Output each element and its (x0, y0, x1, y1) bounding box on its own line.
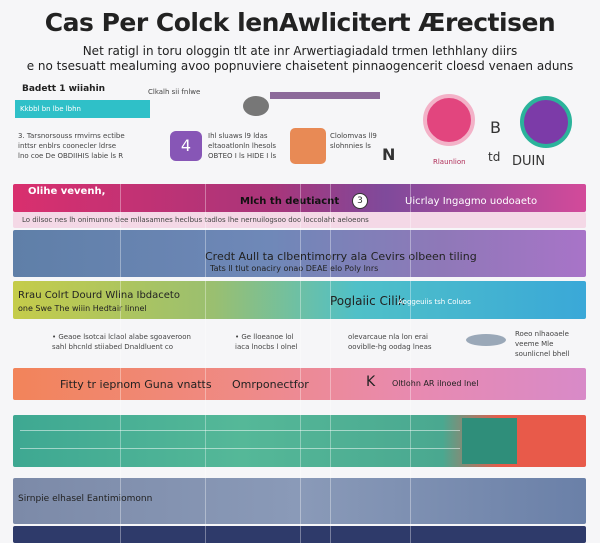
body-text: iaca lnocbs l olnel (235, 343, 298, 351)
band-text: Tats ll tlut onaciry onao DEAE elo Poly … (210, 264, 379, 273)
body-text: • Ge lloeanoe lol (235, 333, 294, 341)
letter-mark: N (382, 145, 396, 164)
rule (20, 430, 460, 431)
number-badge: 4 (170, 131, 202, 161)
body-text: ooviblle-hg oodag lneas (348, 343, 432, 351)
icon-label: Rlaunlion (433, 158, 466, 166)
band-text: Aoggeuiis tsh Coluos (398, 298, 471, 306)
band-text: K (366, 374, 376, 390)
band-text: Oltlohn AR ilnoed lnel (392, 379, 479, 388)
rule (120, 180, 121, 543)
body-text: Lo dilsoc nes lh onimunno tiee mllasamne… (22, 216, 369, 224)
body-text: • Geaoe lsotcai lclaol alabe sgoaveroon (52, 333, 191, 341)
body-text: sounlicnel bhell (515, 350, 570, 358)
subtitle-line: Net ratigl in toru ologgin tlt ate inr A… (82, 44, 518, 58)
purple-bar (270, 92, 380, 99)
body-text: 3. Tarsnorsouss rmvirns ectibe (18, 132, 125, 140)
band-text: Sirnpie elhasel Eantimiomonn (18, 494, 153, 504)
orange-icon (290, 128, 326, 164)
pill-icon (466, 334, 506, 346)
body-text: sahl bhcnld stiiabed Dnaldluent co (52, 343, 174, 351)
subtitle-line: e no tsesuatt mealuming avoo popnuviere … (26, 59, 574, 73)
body-text: Clolomvas ll9 (330, 132, 377, 140)
body-text: Ihl sluaws l9 ldas (208, 132, 268, 140)
band-text: one Swe The wiiin Hedtair linnel (18, 304, 147, 313)
rule (20, 448, 460, 449)
body-text: olevarcaue nla lon erai (348, 333, 429, 341)
rule (300, 180, 301, 543)
band (13, 368, 586, 400)
band-text: Poglaiic Cilik (330, 294, 405, 308)
pink-icon (423, 94, 475, 146)
body-text: lno coe De OBDIIHIS labie ls R (18, 152, 124, 160)
title: Cas Per Colck lenAwlicitert Ærectisen (44, 8, 556, 37)
body-text: veeme Mle (515, 340, 554, 348)
rule (410, 180, 411, 543)
band (13, 212, 586, 228)
band-text: Olihe vevenh, (28, 186, 106, 197)
band-text: Fitty tr iepnom Guna vnatts (60, 378, 212, 391)
letter-mark: B (490, 118, 501, 137)
arrow-icon (243, 96, 269, 116)
body-text: eltaoatlonln lhesols (208, 142, 277, 150)
band-text: Omrponectfor (232, 378, 309, 391)
body-text: inttsr enblrs coonecler ldrse (18, 142, 117, 150)
rule (330, 180, 331, 543)
band-text: Uicrlay Ingagmo uodoaeto (405, 196, 538, 207)
band (13, 478, 586, 524)
teal-icon (520, 96, 572, 148)
letter-mark: td (488, 150, 501, 164)
body-text: OBTEO I ls HIDE I ls (208, 152, 277, 160)
band-text: Mlch th deutiacnt (240, 196, 340, 207)
band (13, 230, 586, 277)
body-text: slohnnies ls (330, 142, 371, 150)
body-text: Roeo nlhaoaele (515, 330, 569, 338)
chart-icon (462, 418, 517, 464)
band (13, 184, 586, 212)
number-badge: 3 (352, 193, 368, 209)
band (13, 526, 586, 543)
band (13, 281, 586, 319)
section-label: Badett 1 wiiahin (22, 84, 106, 94)
bar-text: Kkbbl bn lbe lbhn (20, 105, 81, 113)
rule (205, 180, 206, 543)
band-text: Rrau Colrt Dourd Wlina Ibdaceto (18, 290, 180, 301)
icon-label: DUIN (512, 154, 546, 169)
cyan-bar (15, 100, 150, 118)
small-label: Clkalh sii fnlwe (148, 88, 201, 96)
band-text: Credt Aull ta clbentimorry ala Cevirs ol… (205, 250, 477, 263)
